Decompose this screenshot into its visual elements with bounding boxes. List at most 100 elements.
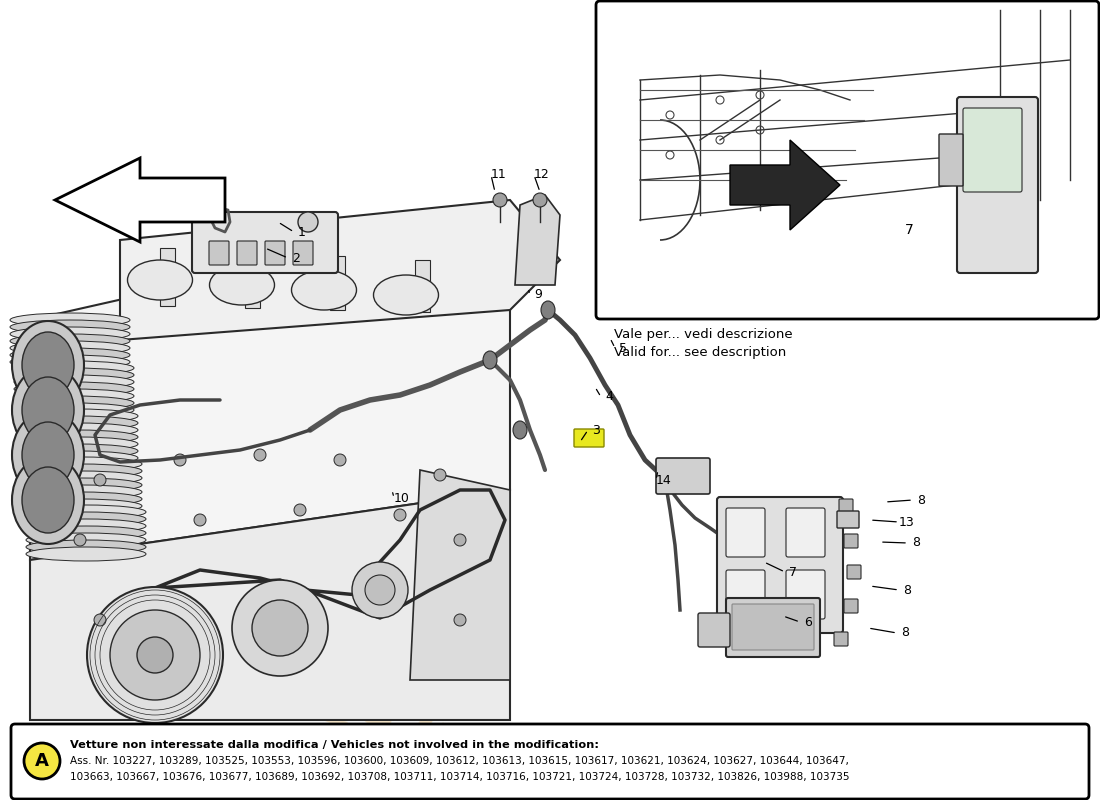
Text: 7: 7 (789, 566, 797, 578)
Polygon shape (120, 200, 560, 340)
FancyBboxPatch shape (786, 508, 825, 557)
Polygon shape (30, 250, 510, 560)
Ellipse shape (209, 265, 275, 305)
Circle shape (394, 509, 406, 521)
Polygon shape (415, 260, 430, 312)
FancyBboxPatch shape (293, 241, 314, 265)
FancyBboxPatch shape (596, 1, 1099, 319)
Text: 13: 13 (899, 515, 915, 529)
Text: 8: 8 (901, 626, 909, 639)
FancyBboxPatch shape (786, 570, 825, 619)
Text: Vetture non interessate dalla modifica / Vehicles not involved in the modificati: Vetture non interessate dalla modifica /… (70, 740, 600, 750)
Ellipse shape (12, 321, 84, 409)
Ellipse shape (18, 451, 138, 465)
Circle shape (138, 637, 173, 673)
Ellipse shape (22, 464, 142, 478)
Ellipse shape (10, 334, 130, 348)
Polygon shape (330, 256, 345, 310)
Ellipse shape (18, 444, 138, 458)
FancyBboxPatch shape (957, 97, 1038, 273)
Text: Ferrari: Ferrari (160, 481, 440, 639)
Polygon shape (30, 490, 510, 720)
FancyBboxPatch shape (265, 241, 285, 265)
Text: 5: 5 (619, 342, 627, 354)
Polygon shape (730, 140, 840, 230)
Ellipse shape (26, 526, 146, 540)
Ellipse shape (18, 416, 138, 430)
Polygon shape (245, 252, 260, 308)
Ellipse shape (513, 421, 527, 439)
Ellipse shape (292, 270, 356, 310)
FancyBboxPatch shape (717, 497, 843, 633)
Text: 103663, 103667, 103676, 103677, 103689, 103692, 103708, 103711, 103714, 103716, : 103663, 103667, 103676, 103677, 103689, … (70, 772, 849, 782)
Ellipse shape (18, 430, 138, 444)
Ellipse shape (22, 478, 142, 492)
Text: 1: 1 (298, 226, 306, 238)
Circle shape (352, 562, 408, 618)
Text: 7: 7 (905, 223, 914, 237)
Ellipse shape (22, 471, 142, 485)
Ellipse shape (22, 467, 74, 533)
Ellipse shape (26, 519, 146, 533)
Text: 6: 6 (804, 615, 812, 629)
Circle shape (24, 743, 60, 779)
Ellipse shape (374, 275, 439, 315)
Ellipse shape (26, 547, 146, 561)
Circle shape (74, 534, 86, 546)
Ellipse shape (22, 332, 74, 398)
FancyBboxPatch shape (192, 212, 338, 273)
Ellipse shape (10, 348, 130, 362)
Text: 8: 8 (903, 583, 911, 597)
Text: 2: 2 (293, 251, 300, 265)
Circle shape (94, 474, 106, 486)
Circle shape (434, 469, 446, 481)
Ellipse shape (14, 368, 134, 382)
Ellipse shape (26, 505, 146, 519)
FancyBboxPatch shape (726, 598, 820, 657)
Ellipse shape (10, 313, 130, 327)
Ellipse shape (12, 366, 84, 454)
Text: A: A (35, 752, 48, 770)
FancyBboxPatch shape (574, 429, 604, 447)
Text: Valid for... see description: Valid for... see description (614, 346, 786, 359)
Ellipse shape (22, 492, 142, 506)
FancyBboxPatch shape (839, 499, 853, 513)
Ellipse shape (14, 396, 134, 410)
Circle shape (194, 514, 206, 526)
Ellipse shape (18, 423, 138, 437)
Ellipse shape (14, 361, 134, 375)
Ellipse shape (18, 409, 138, 423)
Circle shape (365, 575, 395, 605)
Ellipse shape (26, 512, 146, 526)
Circle shape (254, 449, 266, 461)
FancyBboxPatch shape (844, 599, 858, 613)
Ellipse shape (12, 411, 84, 499)
FancyBboxPatch shape (837, 511, 859, 528)
Circle shape (232, 580, 328, 676)
Circle shape (87, 587, 223, 723)
Text: 8: 8 (912, 537, 920, 550)
Ellipse shape (10, 320, 130, 334)
FancyBboxPatch shape (939, 134, 962, 186)
Text: 10: 10 (394, 491, 410, 505)
FancyBboxPatch shape (236, 241, 257, 265)
Text: 4: 4 (605, 390, 613, 403)
Circle shape (493, 193, 507, 207)
FancyBboxPatch shape (962, 108, 1022, 192)
Ellipse shape (12, 456, 84, 544)
Ellipse shape (10, 327, 130, 341)
Ellipse shape (22, 485, 142, 499)
FancyBboxPatch shape (844, 534, 858, 548)
Ellipse shape (26, 533, 146, 547)
Ellipse shape (18, 437, 138, 451)
Ellipse shape (128, 260, 192, 300)
Text: 8: 8 (917, 494, 925, 506)
FancyBboxPatch shape (209, 241, 229, 265)
Polygon shape (55, 158, 225, 242)
Ellipse shape (483, 351, 497, 369)
Ellipse shape (22, 377, 74, 443)
FancyBboxPatch shape (11, 724, 1089, 799)
Circle shape (252, 600, 308, 656)
Text: 12: 12 (535, 169, 550, 182)
Ellipse shape (22, 499, 142, 513)
